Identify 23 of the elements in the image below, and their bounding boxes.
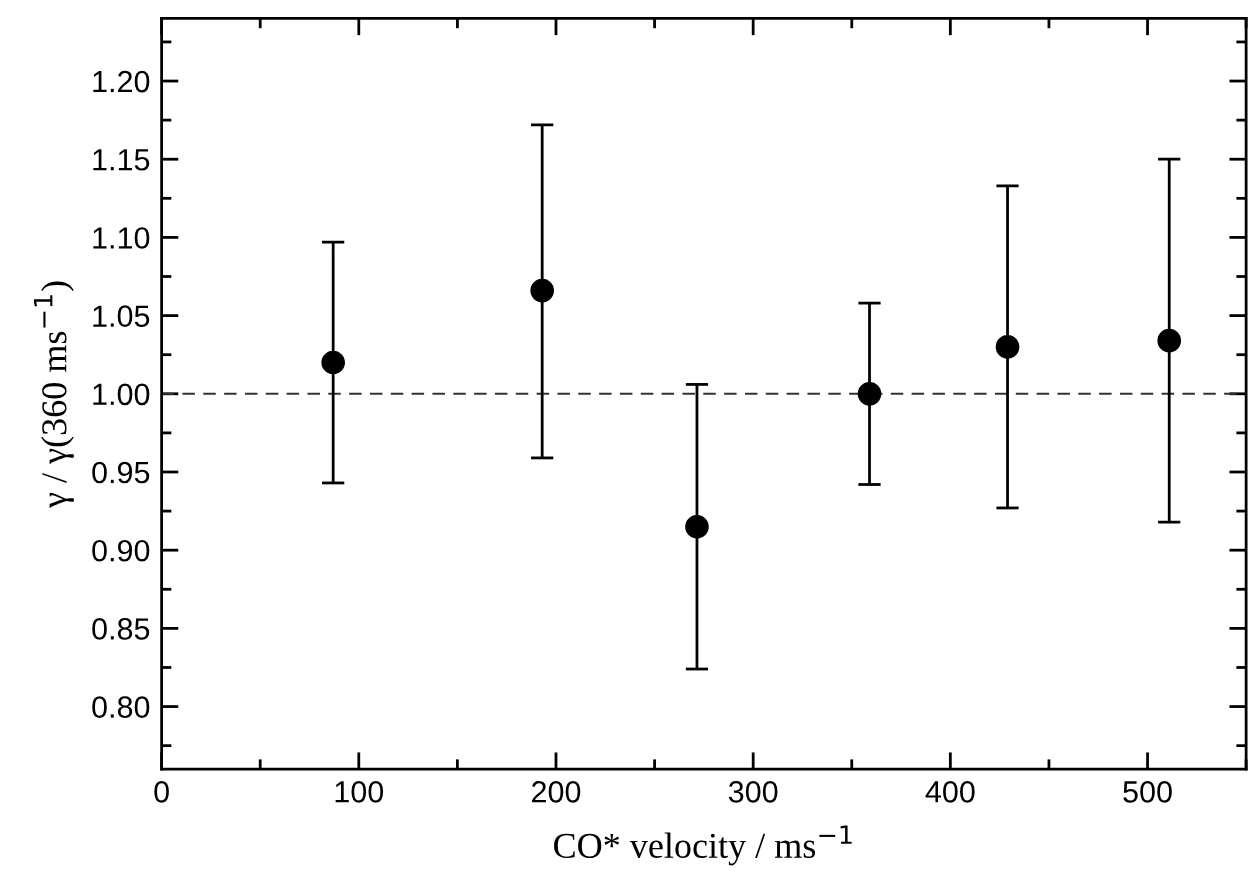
x-tick-label: 200	[532, 781, 581, 803]
point	[321, 350, 345, 375]
point	[995, 335, 1020, 359]
point	[857, 381, 882, 406]
point	[1157, 328, 1182, 353]
y-tick-label: 1.15	[93, 149, 150, 171]
x-tick-label: 500	[1123, 781, 1172, 803]
point	[530, 278, 554, 303]
x-tick-label: 100	[335, 781, 384, 803]
y-tick-label: 0.90	[92, 539, 150, 562]
y-axis-title: γ / γ(360 ms$^{−1}$)	[33, 281, 74, 508]
x-tick-label: 400	[925, 781, 975, 803]
x-tick-label: 0	[154, 781, 169, 803]
y-tick-label: 0.95	[92, 461, 150, 484]
y-tick-label: 0.85	[92, 618, 150, 640]
y-tick-label: 1.00	[93, 383, 150, 406]
x-tick-label: 300	[728, 781, 778, 803]
y-tick-label: 0.80	[92, 696, 150, 718]
y-tick-label: 1.20	[93, 70, 150, 93]
point	[685, 514, 709, 539]
y-tick-label: 1.10	[93, 227, 150, 249]
x-axis-title: CO* velocity / ms$^{−1}$	[554, 825, 852, 866]
y-tick-label: 1.05	[93, 305, 150, 327]
